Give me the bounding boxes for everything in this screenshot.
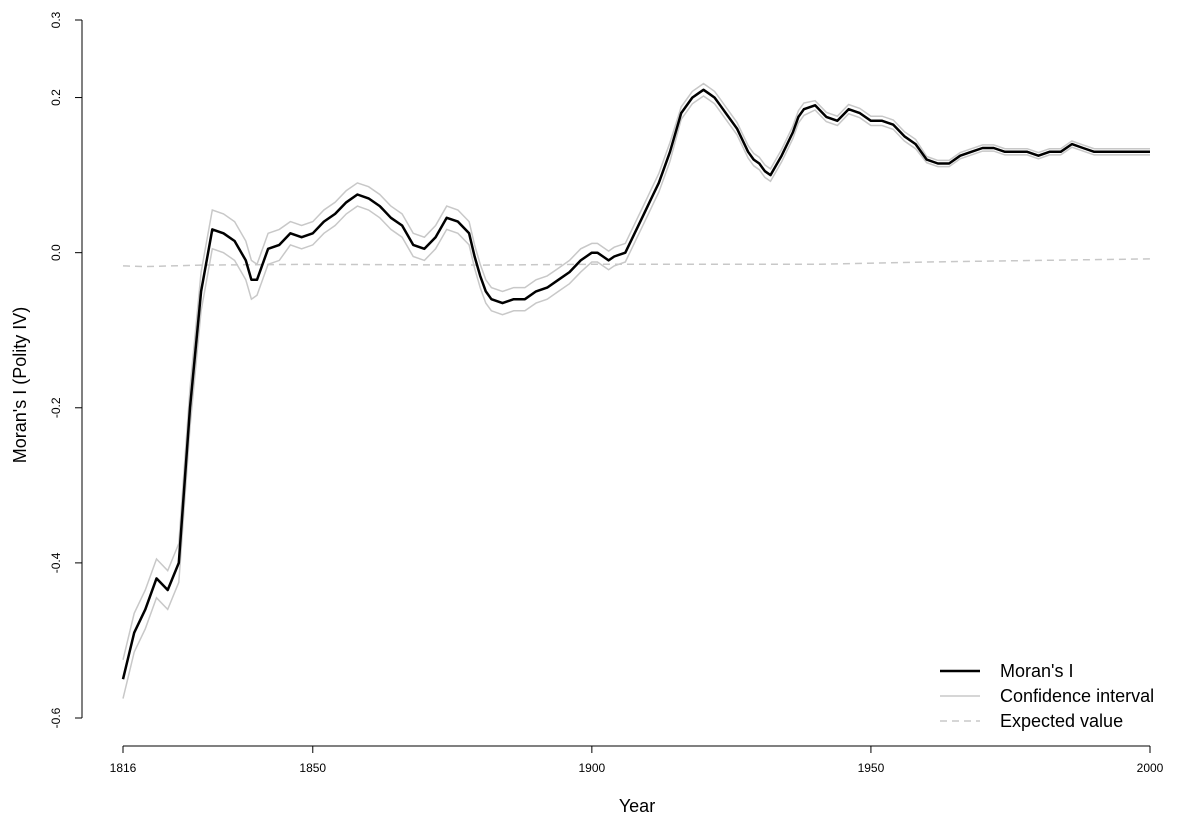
y-tick-label: -0.6 [49,707,63,728]
expected-value-line [122,258,1151,268]
y-tick-label: 0.3 [49,11,63,28]
series-layer [121,82,1151,699]
x-tick-label: 1816 [110,761,137,775]
x-tick-label: 1900 [578,761,605,775]
legend-label-expected-value: Expected value [1000,711,1123,731]
y-tick-label: 0.0 [49,244,63,261]
y-axis-title: Moran's I (Polity IV) [10,307,30,463]
y-tick-label: -0.4 [49,552,63,573]
y-tick-label: -0.2 [49,397,63,418]
confidence-interval-upper [122,82,1150,660]
legend-label-morans-i: Moran's I [1000,661,1073,681]
x-axis-title: Year [619,796,655,816]
x-tick-label: 1850 [299,761,326,775]
x-tick-label: 1950 [858,761,885,775]
axes: -0.6 -0.4 -0.2 0.0 0.2 0.3 1816 1850 1900 1950 200… [49,11,1164,775]
legend-label-confidence-interval: Confidence interval [1000,686,1154,706]
x-tick-label: 2000 [1137,761,1164,775]
legend: Moran's I Confidence interval Expected v… [940,661,1154,731]
confidence-interval-lower [122,95,1150,699]
y-tick-label: 0.2 [49,89,63,106]
morans-i-line [121,88,1150,680]
